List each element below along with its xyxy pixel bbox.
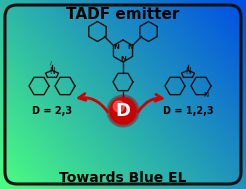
Text: Towards Blue EL: Towards Blue EL — [59, 171, 187, 185]
Text: TADF emitter: TADF emitter — [66, 7, 180, 22]
Text: D: D — [116, 102, 130, 120]
Text: N: N — [185, 67, 191, 76]
Text: D = 2,3: D = 2,3 — [32, 106, 72, 116]
Text: N: N — [49, 67, 55, 76]
Circle shape — [107, 95, 139, 127]
Text: N: N — [120, 56, 126, 62]
Text: /: / — [50, 61, 52, 66]
Circle shape — [110, 98, 136, 124]
Text: N: N — [127, 44, 133, 50]
Circle shape — [108, 97, 138, 125]
Text: N: N — [113, 44, 119, 50]
Circle shape — [113, 101, 124, 112]
Text: N: N — [203, 92, 209, 98]
Text: D = 1,2,3: D = 1,2,3 — [163, 106, 213, 116]
